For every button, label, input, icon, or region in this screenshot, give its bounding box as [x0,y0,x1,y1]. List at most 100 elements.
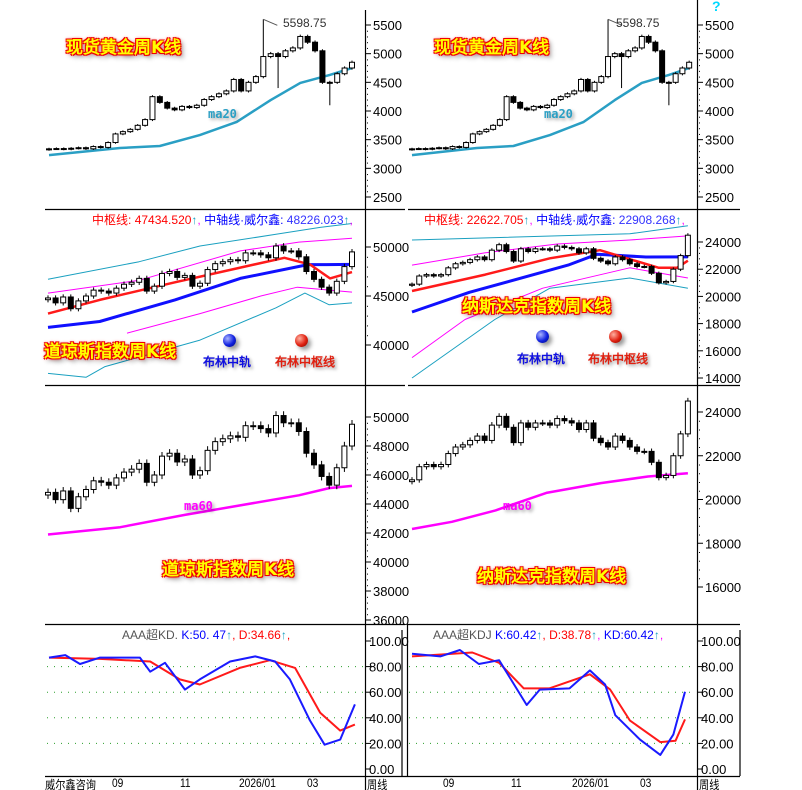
period-label[interactable]: 周线 [367,778,388,790]
minor-tick [367,457,368,459]
k-line [411,649,686,756]
candle [208,95,215,101]
candle [179,105,186,112]
candle-body [242,252,249,262]
candle-body [648,265,655,274]
candle-body [227,435,234,440]
candle [90,287,97,299]
candle [60,147,67,151]
candle-body [257,425,264,430]
candle-body [578,78,584,92]
candle-body [430,464,437,468]
axis-value: 22908.268 [618,213,676,227]
candle-body [481,435,488,441]
candle-body [677,255,684,270]
candle [201,98,208,107]
candle-body [174,271,181,278]
candle [121,468,127,482]
candle [430,461,437,470]
candle-body [275,53,282,58]
candle-body [537,105,544,109]
candle [510,95,517,104]
candle [204,446,211,475]
minor-tick [699,345,700,347]
minor-tick [699,578,700,580]
minor-tick [699,185,700,187]
minor-tick [367,573,368,575]
y-tick-label: 4500 [373,75,402,90]
candle [655,459,662,481]
candle [326,284,333,296]
minor-tick [367,538,368,540]
axis-label: 中轴线·威尔鑫 [536,213,613,227]
candle [648,448,655,466]
candle [242,421,249,442]
y-tick-label: 4000 [373,104,402,119]
candle [612,433,619,451]
minor-tick [699,285,700,287]
candle-body [113,287,120,294]
candle-body [429,147,436,150]
candle [149,95,156,122]
candle-body [605,260,612,265]
x-tick-label: 03 [307,776,319,790]
candle-body [503,96,510,121]
candle-body [83,489,89,498]
candle-body [583,422,590,430]
minor-tick [367,550,368,552]
minor-tick [699,490,700,492]
candle-body [90,289,97,297]
minor-tick [367,70,368,72]
candle-body [409,148,415,151]
minor-tick [367,116,368,118]
candle-body [319,50,326,83]
candle-body [467,259,474,263]
candle [525,419,532,431]
y-tick-label: 16000 [705,580,741,595]
candle-body [645,35,652,43]
minor-tick [699,65,700,67]
candle-body [326,475,333,486]
separator: , [597,628,601,642]
candle [83,293,89,304]
help-icon[interactable]: ? [712,0,721,14]
candle-body [143,462,150,483]
candle [288,248,295,254]
candle [128,279,135,287]
gold-candles [409,19,693,151]
minor-tick [699,447,700,448]
gold-candles [46,19,355,151]
axis-value: 48226.023 [286,213,344,227]
candle-body [45,297,51,301]
candle-body [75,147,82,150]
candle-body [197,282,203,287]
candle-body [128,281,135,285]
minor-tick [367,266,368,268]
candle-body [415,148,422,151]
candle [474,255,481,262]
y-tick-label: 40000 [373,555,409,570]
candle [289,46,296,53]
candle [467,437,474,448]
y-tick-label: 3000 [705,161,734,176]
candle [641,264,648,269]
y-tick-label: 44000 [373,497,409,512]
minor-tick [367,579,368,581]
minor-tick [367,256,368,258]
candle-body [496,415,503,426]
candle [481,255,488,262]
candle [525,246,532,254]
minor-tick [699,508,700,510]
peak-price-label-left: 5598.75 [283,16,327,30]
candle-body [52,491,59,501]
candle [127,128,134,133]
up-arrow-icon: ↑ [675,213,682,227]
y-tick-label: 40.00 [369,711,402,726]
candle-body [459,444,466,448]
candle [605,259,612,266]
candle [333,463,340,490]
k-label: K: [181,628,193,642]
candle-body [333,467,340,486]
period-label[interactable]: 周线 [699,778,720,790]
minor-tick [699,179,700,181]
